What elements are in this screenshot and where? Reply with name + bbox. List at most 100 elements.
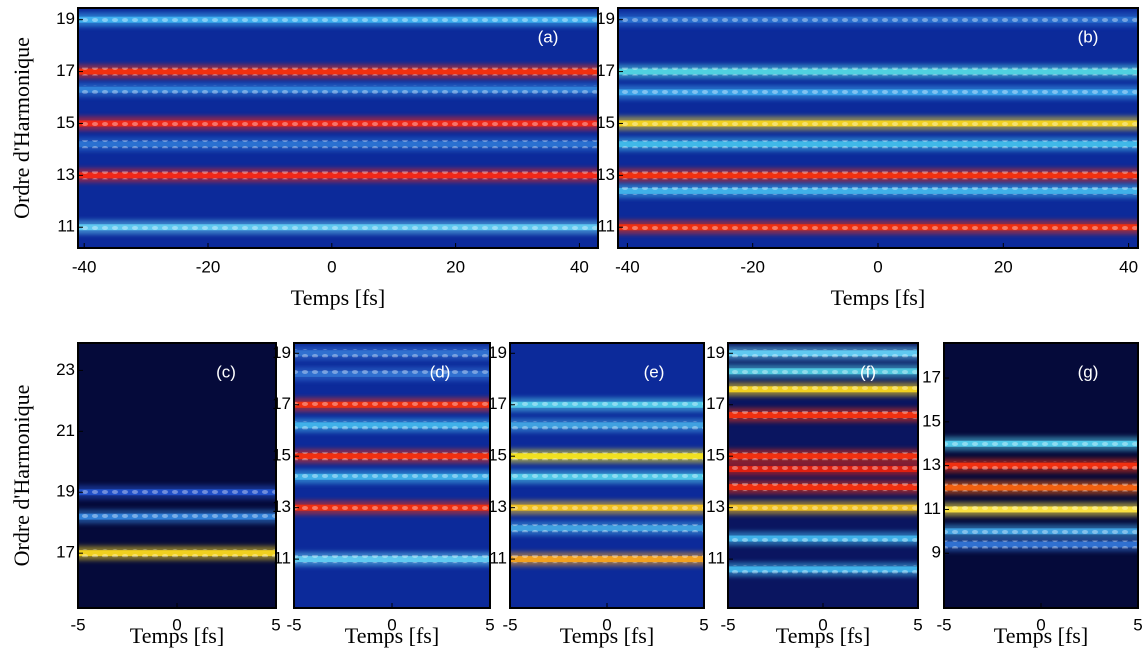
- panel-label: (g): [1078, 362, 1099, 381]
- band-modulation: [510, 421, 704, 430]
- panel: -5 0 5 9 11 13 15 17 (g) Temps [fs]: [922, 342, 1143, 648]
- band-modulation: [294, 555, 490, 564]
- band-modulation: [78, 549, 276, 558]
- band-modulation: [294, 400, 490, 409]
- x-tick-label: 0: [873, 257, 882, 276]
- band-modulation: [728, 534, 918, 543]
- band-modulation: [78, 512, 276, 521]
- band-modulation: [728, 411, 918, 420]
- band-modulation: [294, 472, 490, 481]
- x-tick-label: 40: [570, 257, 589, 276]
- panel: -40 -20 0 20 40 11 13 15 17 19 (b) Temps [fs]: [596, 7, 1139, 310]
- band-modulation: [618, 223, 1138, 232]
- x-axis-label: Temps [fs]: [291, 285, 385, 310]
- x-tick-label: -5: [720, 615, 735, 634]
- plot-frame: [77, 7, 599, 249]
- band-modulation: [294, 452, 490, 461]
- y-tick-label: 13: [596, 165, 615, 184]
- y-tick-label: 15: [488, 446, 507, 465]
- band-modulation: [618, 186, 1138, 195]
- band-modulation: [944, 483, 1138, 492]
- band-modulation: [618, 119, 1138, 128]
- x-tick-label: -5: [936, 615, 951, 634]
- x-tick-label: -40: [615, 257, 640, 276]
- band-modulation: [78, 223, 598, 232]
- band-modulation: [728, 465, 918, 474]
- band-modulation: [728, 367, 918, 376]
- band-modulation: [728, 385, 918, 394]
- y-tick-label: 21: [56, 421, 75, 440]
- x-tick-label: 0: [327, 257, 336, 276]
- x-axis-label: Temps [fs]: [560, 623, 654, 648]
- x-tick-label: 5: [1133, 615, 1142, 634]
- y-tick-label: 15: [596, 113, 615, 132]
- plot-area: [728, 346, 918, 577]
- x-tick-label: -5: [70, 615, 85, 634]
- panel: -5 0 5 11 13 15 17 19 (d) Temps [fs]: [272, 342, 495, 648]
- x-tick-label: 0: [172, 615, 181, 634]
- band-modulation: [944, 527, 1138, 536]
- band-modulation: [78, 171, 598, 180]
- plot-area: [510, 397, 704, 567]
- band-modulation: [618, 171, 1138, 180]
- x-tick-label: 40: [1119, 257, 1138, 276]
- y-tick-label: 17: [706, 394, 725, 413]
- y-tick-label: 11: [597, 217, 615, 236]
- band-modulation: [510, 472, 704, 481]
- x-tick-label: 0: [387, 615, 396, 634]
- y-tick-label: 19: [272, 343, 291, 362]
- x-axis-label: Temps [fs]: [994, 623, 1088, 648]
- band-modulation: [728, 565, 918, 574]
- y-tick-label: 15: [56, 113, 75, 132]
- y-tick-label: 19: [56, 9, 75, 28]
- band-modulation: [294, 369, 490, 378]
- x-tick-label: -5: [286, 615, 301, 634]
- panel-label: (f): [860, 362, 876, 381]
- band-modulation: [294, 421, 490, 430]
- y-tick-label: 11: [707, 549, 725, 568]
- y-axis-label: Ordre d'Harmonique: [9, 385, 34, 567]
- plot-background: [944, 343, 1138, 608]
- y-tick-label: 13: [56, 165, 75, 184]
- y-tick-label: 11: [489, 549, 507, 568]
- band-modulation: [78, 67, 598, 76]
- panel: -5 0 5 11 13 15 17 19 (e) Temps [fs]: [488, 342, 709, 648]
- y-tick-label: 19: [596, 9, 615, 28]
- y-tick-label: 15: [706, 446, 725, 465]
- x-tick-label: -5: [502, 615, 517, 634]
- band-modulation: [618, 140, 1138, 149]
- band-modulation: [294, 503, 490, 512]
- band-modulation: [728, 503, 918, 512]
- x-tick-label: -20: [740, 257, 765, 276]
- plot-area: [78, 485, 276, 561]
- y-tick-label: 15: [922, 411, 941, 430]
- y-tick-label: 19: [488, 343, 507, 362]
- band-modulation: [944, 540, 1138, 549]
- band-modulation: [944, 461, 1138, 470]
- panel: -40 -20 0 20 40 11 13 15 17 19 (a) Temps [fs] Ordre …: [9, 7, 599, 310]
- panel-label: (a): [538, 27, 559, 46]
- plot-area: [294, 346, 490, 567]
- band-modulation: [728, 452, 918, 461]
- y-tick-label: 17: [488, 394, 507, 413]
- panel-label: (d): [430, 362, 451, 381]
- y-tick-label: 9: [932, 543, 941, 562]
- x-tick-label: 5: [271, 615, 280, 634]
- band-modulation: [618, 67, 1138, 76]
- plot-background: [78, 343, 276, 608]
- x-tick-label: -20: [196, 257, 221, 276]
- band-modulation: [728, 349, 918, 358]
- band-modulation: [78, 15, 598, 24]
- x-tick-label: 20: [446, 257, 465, 276]
- y-tick-label: 13: [706, 497, 725, 516]
- x-tick-label: 20: [994, 257, 1013, 276]
- band-modulation: [78, 119, 598, 128]
- band-modulation: [294, 349, 490, 358]
- band-modulation: [510, 452, 704, 461]
- x-tick-label: 5: [485, 615, 494, 634]
- plot-area: [78, 12, 598, 235]
- x-tick-label: 5: [699, 615, 708, 634]
- y-tick-label: 23: [56, 360, 75, 379]
- x-axis-label: Temps [fs]: [831, 285, 925, 310]
- plot-area: [944, 436, 1138, 552]
